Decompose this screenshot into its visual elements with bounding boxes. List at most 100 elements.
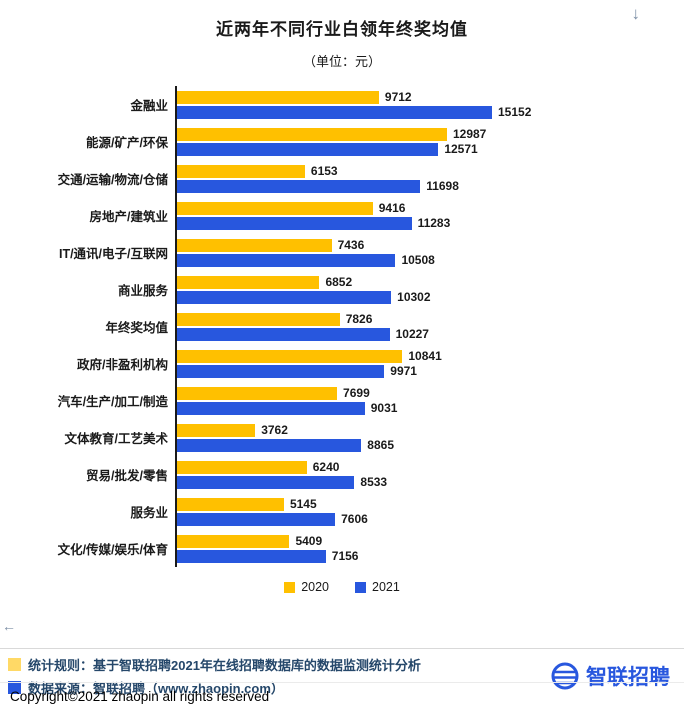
bar-line: 12987 [177, 127, 492, 142]
chart-row: 汽车/生产/加工/制造 7699 9031 [0, 382, 684, 419]
bar-group: 7699 9031 [175, 382, 492, 419]
bar-2021 [177, 327, 390, 341]
bar-2021 [177, 216, 412, 230]
value-label: 15152 [498, 105, 532, 119]
legend-item-2020: 2020 [284, 580, 329, 594]
bar-line: 6852 [177, 275, 492, 290]
bar-2021 [177, 253, 396, 267]
bar-line: 3762 [177, 423, 492, 438]
category-label: 年终奖均值 [105, 321, 168, 335]
value-label: 12571 [444, 142, 478, 156]
scroll-down-icon[interactable]: ↓ [631, 4, 641, 23]
bar-2020 [177, 349, 403, 363]
value-label: 7606 [341, 512, 368, 526]
bar-group: 3762 8865 [175, 419, 492, 456]
value-label: 10508 [401, 253, 435, 267]
zhaopin-globe-icon [551, 662, 579, 690]
bar-2021 [177, 475, 355, 489]
value-label: 5409 [295, 534, 323, 548]
footer: 统计规则：基于智联招聘2021年在线招聘数据库的数据监测统计分析 数据来源：智联… [0, 648, 684, 697]
chart-row: 金融业 9712 15152 [0, 86, 684, 123]
bar-2021 [177, 549, 326, 563]
bar-2020 [177, 423, 256, 437]
note1-swatch [8, 658, 21, 671]
bar-2021 [177, 179, 421, 193]
bar-group: 12987 12571 [175, 123, 492, 160]
bar-line: 15152 [177, 105, 531, 120]
chart-legend: 2020 2021 [0, 580, 684, 594]
bar-line: 9712 [177, 90, 492, 105]
value-label: 11283 [417, 216, 451, 230]
chart-row: 服务业 5145 7606 [0, 493, 684, 530]
category-label: IT/通讯/电子/互联网 [58, 247, 168, 261]
bar-group: 7436 10508 [175, 234, 492, 271]
value-label: 10841 [408, 349, 442, 363]
value-label: 3762 [261, 423, 288, 437]
value-label: 9712 [384, 90, 412, 104]
bar-line: 11698 [177, 179, 492, 194]
bar-line: 12571 [177, 142, 492, 157]
value-label: 12987 [452, 127, 487, 141]
scroll-left-icon[interactable]: ← [2, 618, 16, 634]
value-label: 9971 [390, 364, 417, 378]
chart-row: 房地产/建筑业 9416 11283 [0, 197, 684, 234]
value-label: 8865 [367, 438, 394, 452]
chart-row: 商业服务 6852 10302 [0, 271, 684, 308]
value-label: 7156 [331, 549, 359, 563]
bar-2020 [177, 460, 307, 474]
bar-2021 [177, 512, 336, 526]
bar-line: 6240 [177, 460, 492, 475]
category-label: 房地产/建筑业 [89, 210, 168, 224]
legend-swatch [284, 581, 296, 593]
bar-group: 5145 7606 [175, 493, 492, 530]
note-row-source: 数据来源：智联招聘（www.zhaopin.com） [8, 678, 421, 697]
category-label: 商业服务 [117, 284, 168, 298]
category-label: 汽车/生产/加工/制造 [57, 395, 168, 409]
bar-line: 8865 [177, 438, 492, 453]
category-label: 金融业 [130, 99, 168, 113]
legend-label: 2020 [301, 580, 329, 594]
chart-row: 文化/传媒/娱乐/体育 5409 7156 [0, 530, 684, 567]
bar-2021 [177, 438, 362, 452]
bar-2020 [177, 90, 379, 104]
note1-text: 统计规则：基于智联招聘2021年在线招聘数据库的数据监测统计分析 [28, 658, 421, 673]
value-label: 6153 [310, 164, 338, 178]
bar-line: 9031 [177, 401, 492, 416]
bar-line: 9971 [177, 364, 492, 379]
value-label: 10227 [395, 327, 429, 341]
legend-item-2021: 2021 [355, 580, 400, 594]
bar-line: 8533 [177, 475, 492, 490]
copyright-text: Copyright©2021 zhaopin all rights reserv… [0, 682, 684, 713]
bar-line: 5409 [177, 534, 492, 549]
bar-2021 [177, 105, 492, 119]
bar-line: 7156 [177, 549, 492, 564]
chart-row: 能源/矿产/环保 12987 12571 [0, 123, 684, 160]
bar-2021 [177, 364, 385, 378]
bar-2021 [177, 142, 439, 156]
zhaopin-logo: 智联招聘 [550, 661, 670, 691]
category-label: 政府/非盈利机构 [77, 358, 168, 372]
value-label: 11698 [426, 179, 459, 193]
bar-line: 9416 [177, 201, 492, 216]
chart-row: 政府/非盈利机构 10841 9971 [0, 345, 684, 382]
category-label: 文化/传媒/娱乐/体育 [57, 543, 168, 557]
legend-swatch [355, 581, 366, 593]
bar-2021 [177, 290, 392, 304]
bar-2020 [177, 275, 320, 289]
bar-line: 10841 [177, 349, 492, 364]
note2-swatch [8, 681, 21, 694]
bar-2020 [177, 201, 373, 215]
footer-notes: 统计规则：基于智联招聘2021年在线招聘数据库的数据监测统计分析 数据来源：智联… [8, 655, 421, 697]
bar-line: 7699 [177, 386, 492, 401]
chart-row: 文体教育/工艺美术 3762 8865 [0, 419, 684, 456]
bar-2020 [177, 238, 332, 252]
value-label: 7826 [345, 312, 373, 326]
value-label: 9031 [370, 401, 398, 415]
bar-group: 6153 11698 [175, 160, 492, 197]
bar-2021 [177, 401, 365, 415]
value-label: 9416 [378, 201, 406, 215]
bar-group: 10841 9971 [175, 345, 492, 382]
note2-text: 数据来源：智联招聘（www.zhaopin.com） [28, 681, 284, 696]
chart-row: IT/通讯/电子/互联网 7436 10508 [0, 234, 684, 271]
bar-group: 6852 10302 [175, 271, 492, 308]
